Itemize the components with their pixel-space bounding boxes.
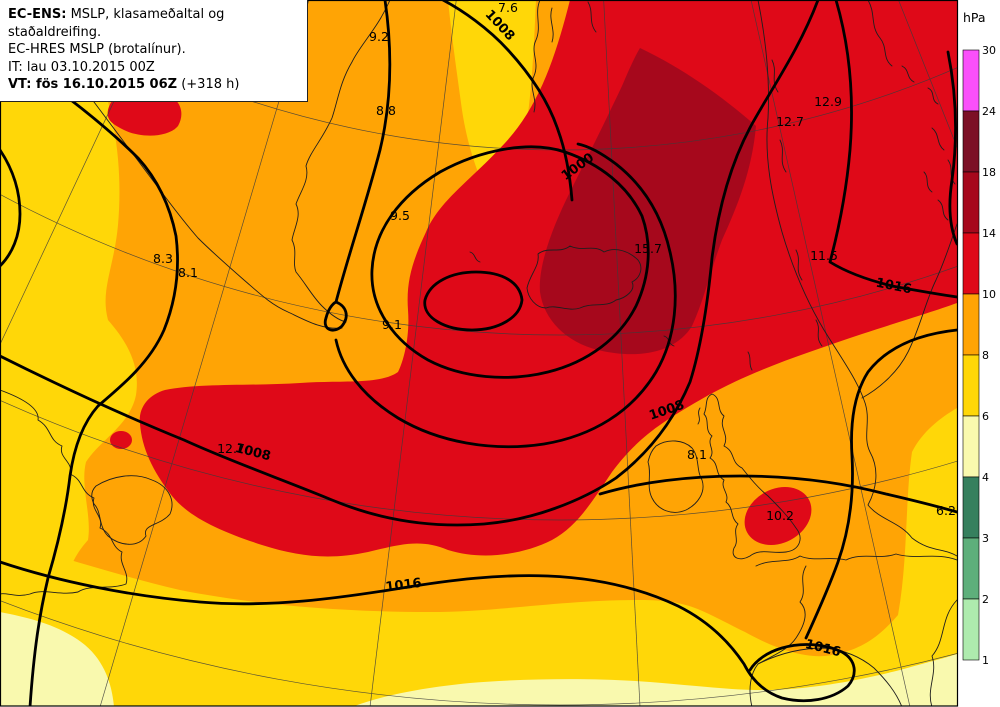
great-britain-coast <box>703 393 801 560</box>
colorbar-block <box>962 476 980 539</box>
map-border <box>0 0 959 707</box>
isobar-east-edge <box>946 50 958 246</box>
title-line-model: EC-ENS: MSLP, klasameðaltal og staðaldre… <box>8 7 225 40</box>
colorbar-tick-label: 1 <box>982 654 989 667</box>
norway-coast <box>757 0 958 557</box>
stddev-value-label: 8.1 <box>178 265 198 280</box>
ireland-coast <box>647 440 704 513</box>
title-line-valid-time: VT: fös 16.10.2015 06Z (+318 h) <box>8 77 240 92</box>
stddev-value-label: 11.5 <box>810 248 838 263</box>
isobar-1004-hook <box>323 300 348 332</box>
isobar-west-edge <box>0 148 22 268</box>
colorbar-block <box>962 232 980 295</box>
color-scale: hPa 30 24 18 14 10 8 6 4 3 2 1 <box>962 10 996 667</box>
isobar-west <box>28 86 179 706</box>
colorbar-block <box>962 537 980 600</box>
isobar-value-label: 1016 <box>874 276 912 298</box>
isobar-value-label: 1016 <box>385 576 423 595</box>
stddev-value-label: 12.9 <box>814 94 842 109</box>
svalbard-coast <box>531 0 597 113</box>
title-line-init-time: IT: lau 03.10.2015 00Z <box>8 59 155 75</box>
isobar-lines <box>0 0 958 706</box>
colorbar-unit-label: hPa <box>963 10 986 25</box>
spain-north-coast <box>757 647 903 706</box>
stddev-value-label: 6.2 <box>936 503 956 518</box>
title-box: EC-ENS: MSLP, klasameðaltal og staðaldre… <box>0 0 308 102</box>
isobar-1012-england <box>598 474 958 514</box>
jan-mayen <box>469 251 481 263</box>
coastlines <box>0 0 958 706</box>
colorbar-tick-label: 18 <box>982 166 996 179</box>
colorbar-tick-label: 10 <box>982 288 996 301</box>
isobar-1016-southeast <box>804 328 958 640</box>
isobar-1004-trough <box>334 0 677 449</box>
stddev-value-label: 8.1 <box>687 447 707 462</box>
colorbar-tick-label: 24 <box>982 105 996 118</box>
colorbar-block <box>962 415 980 478</box>
norway-fjords <box>771 59 823 347</box>
colorbar-tick-label: 2 <box>982 593 989 606</box>
stddev-value-label: 7.6 <box>498 0 518 15</box>
shetland <box>747 351 753 371</box>
stddev-value-label: 8.3 <box>153 251 173 266</box>
colorbar-block <box>962 171 980 234</box>
mediterranean-coast <box>929 599 958 706</box>
colorbar-block <box>962 598 980 661</box>
colorbar-tick-label: 8 <box>982 349 989 362</box>
colorbar-tick-label: 6 <box>982 410 989 423</box>
baltic-islands <box>901 65 956 221</box>
isobar-1016-south <box>0 560 856 703</box>
isobar-1016-east <box>828 0 958 299</box>
newfoundland-coast <box>91 475 173 545</box>
title-line-hres: EC-HRES MSLP (brotalínur). <box>8 42 186 57</box>
colorbar-block <box>962 110 980 173</box>
colorbar-tick-label: 3 <box>982 532 989 545</box>
stddev-regions-pale-yellow <box>0 612 957 706</box>
isobar-1008-main <box>0 0 820 527</box>
sweden-baltic-coast <box>861 223 958 399</box>
stddev-value-label: 10.2 <box>766 508 794 523</box>
colorbar-block <box>962 293 980 356</box>
stddev-value-label: 9.2 <box>369 29 389 44</box>
hebrides <box>697 407 701 425</box>
stddev-value-label: 9.1 <box>382 317 402 332</box>
isobar-1008-north <box>441 0 574 202</box>
channel-coast <box>755 553 958 567</box>
france-west-coast <box>749 565 807 706</box>
isobar-low-inner <box>423 270 524 332</box>
greenland-east-coast <box>291 0 391 323</box>
colorbar-tick-label: 14 <box>982 227 996 240</box>
stddev-value-label: 12.7 <box>776 114 804 129</box>
stddev-value-label: 8.8 <box>376 103 396 118</box>
colorbar-tick-label: 30 <box>982 44 996 57</box>
colorbar-tick-label: 4 <box>982 471 989 484</box>
colorbar-block <box>962 354 980 417</box>
northeast-coast <box>867 0 893 67</box>
isobar-1000-ring <box>370 145 650 379</box>
colorbar-block <box>962 49 980 112</box>
canada-coast <box>0 389 128 596</box>
stddev-value-label: 9.5 <box>390 208 410 223</box>
stddev-value-label: 12.7 <box>217 441 245 456</box>
iceland-coast <box>526 245 642 310</box>
stddev-value-label: 15.7 <box>634 241 662 256</box>
